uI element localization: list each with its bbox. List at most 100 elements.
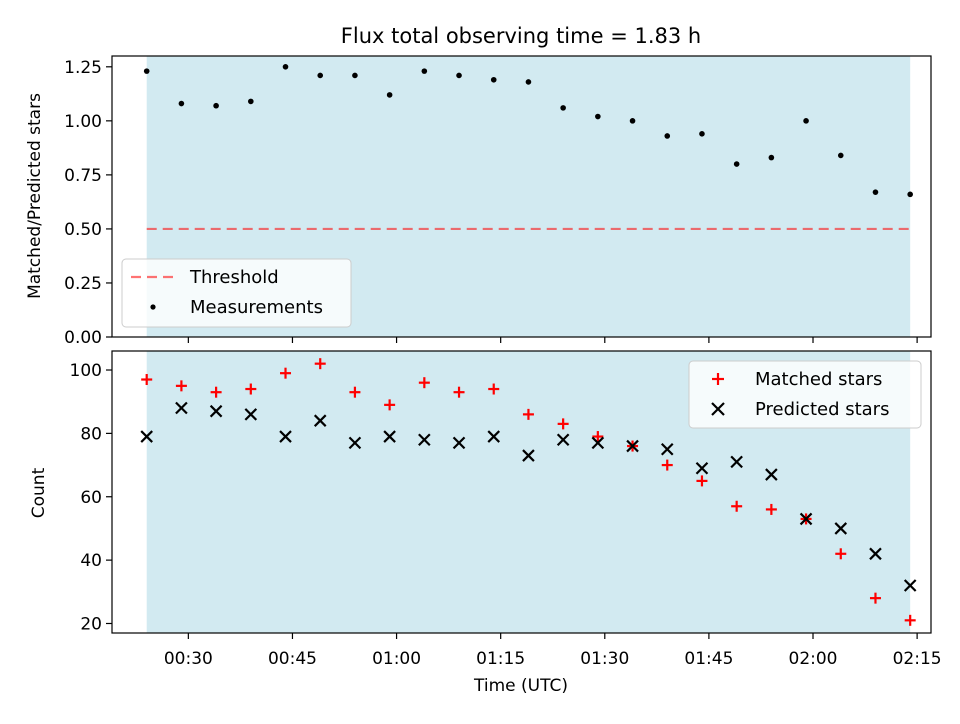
top-y-ticks: 0.00 0.25 0.50 0.75 1.00 1.25 (64, 58, 112, 348)
predicted-point (799, 512, 813, 526)
matched-point (765, 503, 777, 515)
ratio-panel: 0.00 0.25 0.50 0.75 1.00 1.25 Matched/Predict… (25, 55, 932, 348)
predicted-point (487, 430, 501, 443)
matched-point (384, 399, 396, 411)
predicted-point (383, 430, 396, 443)
x-tick-label: 01:45 (684, 649, 733, 669)
predicted-point (140, 430, 153, 443)
legend-threshold-label: Threshold (189, 267, 279, 288)
matched-point (245, 383, 257, 395)
x-tick-label: 02:15 (893, 649, 942, 669)
matched-point (210, 386, 222, 398)
predicted-point (452, 436, 466, 450)
x-axis-label: Time (UTC) (473, 676, 568, 696)
measurements-points (143, 64, 913, 198)
legend-predicted-swatch (711, 402, 725, 416)
bottom-y-ticks: 20 40 60 80 100 (70, 361, 112, 634)
top-y-tick-label: 0.00 (64, 328, 102, 348)
measurement-point (837, 152, 844, 159)
matched-point (488, 383, 500, 395)
matched-point (696, 475, 708, 487)
bottom-y-label: Count (29, 467, 49, 518)
measurement-point (595, 113, 601, 120)
matched-point (175, 380, 187, 392)
measurement-point (352, 72, 358, 79)
top-legend: Threshold Measurements (121, 258, 352, 328)
matched-point (592, 431, 604, 443)
predicted-point (695, 461, 709, 475)
measurement-point (907, 191, 913, 198)
bottom-legend: Matched stars Predicted stars (688, 360, 922, 429)
measurement-point (490, 76, 497, 83)
measurement-point (213, 102, 219, 109)
measurement-point (421, 68, 428, 74)
measurement-point (768, 154, 775, 161)
predicted-point (834, 522, 848, 535)
matched-point (835, 548, 847, 560)
legend-matched-swatch (712, 373, 724, 385)
predicted-point (660, 442, 674, 456)
measurement-point (664, 133, 671, 139)
measurement-point (178, 100, 185, 107)
top-x-ticks (187, 337, 918, 343)
matched-point (349, 386, 361, 398)
matched-point (904, 614, 916, 626)
legend-measurements-swatch (150, 304, 156, 310)
predicted-point (348, 436, 362, 450)
legend-matched-label: Matched stars (755, 369, 882, 390)
measurement-point (733, 161, 740, 167)
top-y-tick-label: 0.25 (64, 274, 102, 294)
x-tick-label: 01:30 (580, 649, 629, 669)
x-tick-label: 00:30 (164, 649, 213, 669)
measurement-point (525, 79, 532, 85)
figure-title: Flux total observing time = 1.83 h (341, 24, 701, 48)
measurement-point (248, 98, 254, 105)
matched-point (314, 358, 326, 370)
x-tick-label: 00:45 (268, 649, 317, 669)
measurement-point (282, 64, 289, 70)
bottom-y-tick-label: 60 (80, 488, 102, 508)
top-y-tick-label: 0.50 (64, 220, 102, 240)
count-panel: 20 40 60 80 100 00:30 00:45 01:00 01:15 01:30 01:… (29, 350, 942, 696)
bottom-y-tick-label: 40 (80, 551, 102, 571)
top-y-label: Matched/Predicted stars (25, 93, 45, 299)
measurement-point (143, 68, 150, 74)
measurement-point (560, 105, 566, 111)
bottom-y-tick-label: 20 (80, 614, 102, 634)
predicted-point (418, 433, 431, 446)
bottom-axes-frame (111, 350, 932, 634)
predicted-point (175, 401, 188, 415)
predicted-point (244, 408, 258, 421)
predicted-point (556, 433, 570, 446)
matched-point (661, 459, 673, 471)
matched-point (280, 367, 292, 379)
x-tick-label: 01:15 (476, 649, 525, 669)
matched-point (557, 418, 569, 430)
predicted-point (313, 414, 327, 427)
measurement-point (317, 72, 324, 79)
measurement-point (699, 131, 705, 137)
legend-predicted-label: Predicted stars (755, 399, 889, 420)
predicted-point (626, 439, 639, 453)
matched-point (522, 408, 534, 420)
predicted-point (903, 579, 917, 592)
measurement-point (456, 72, 462, 79)
matched-point (141, 374, 153, 386)
x-tick-label: 01:00 (372, 649, 421, 669)
count-points (140, 358, 917, 626)
top-y-tick-label: 0.75 (64, 166, 102, 186)
predicted-point (209, 404, 223, 418)
top-y-tick-label: 1.25 (64, 58, 102, 78)
measurement-point (872, 189, 879, 195)
predicted-point (869, 547, 882, 561)
predicted-point (591, 436, 605, 450)
legend-measurements-label: Measurements (190, 297, 323, 318)
predicted-point (765, 468, 778, 481)
x-tick-label: 02:00 (789, 649, 838, 669)
measurement-point (803, 118, 809, 124)
matched-point (731, 500, 743, 512)
bottom-x-ticks: 00:30 00:45 01:00 01:15 01:30 01:45 02:00 02:15 (164, 633, 942, 669)
measurement-point (629, 118, 636, 124)
bottom-legend-box (688, 360, 922, 429)
